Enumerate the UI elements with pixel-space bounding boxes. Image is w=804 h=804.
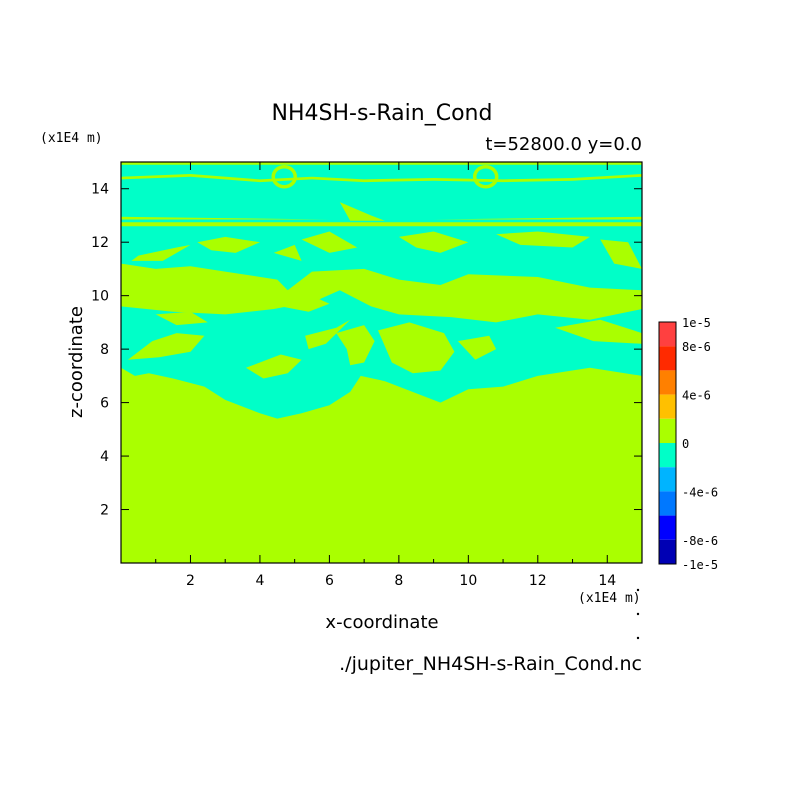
pos-hole-2: [246, 354, 302, 379]
heatmap-fills: [121, 162, 642, 563]
y-tick-label: 14: [91, 182, 109, 198]
decorative-marks: [636, 588, 640, 640]
plot-frame: [120, 161, 643, 564]
pos-patch-f: [600, 239, 642, 269]
x-tick-label: 4: [255, 573, 264, 589]
pos-hole-3: [305, 319, 351, 350]
x-axis-label: x-coordinate: [325, 612, 438, 633]
colorbar-level: [659, 491, 676, 516]
colorbar-tick-label: 4e-6: [682, 389, 711, 403]
x-tick-label: 2: [186, 573, 195, 589]
pos-patch-c: [301, 231, 358, 253]
colorbar-level: [659, 515, 676, 540]
colorbar-tick-label: 0: [682, 437, 689, 451]
y-tick-label: 4: [100, 449, 109, 465]
colorbar-labels: 1e-5 8e-6 4e-6 0 -4e-6 -8e-6 -1e-5: [682, 316, 718, 572]
colorbar-level: [659, 394, 676, 419]
y-tick-label: 12: [91, 235, 109, 251]
y-tick-label: 8: [100, 342, 109, 358]
pos-hole-7: [280, 290, 330, 312]
pos-hole-8: [555, 319, 642, 344]
pos-hole-9: [155, 311, 208, 326]
y-tick-label: 6: [100, 396, 109, 412]
chart-subtitle: t=52800.0 y=0.0: [485, 134, 642, 155]
colorbar-frame: [658, 321, 677, 565]
pos-patch-g: [273, 244, 302, 261]
y-axis-ticks: 2 4 6 8 10 12 14: [91, 182, 642, 519]
neg-region-top: [121, 164, 642, 223]
x-tick-label: 14: [598, 573, 616, 589]
colorbar-level: [659, 322, 676, 347]
colorbar-tick-label: -8e-6: [682, 534, 718, 548]
colorbar-tick-label: 8e-6: [682, 340, 711, 354]
pos-hole-6: [457, 335, 497, 360]
colorbar-level: [659, 418, 676, 443]
pos-patch-a: [131, 244, 191, 261]
x-tick-label: 10: [459, 573, 477, 589]
neg-region-lower: [121, 290, 642, 419]
colorbar: [658, 321, 677, 565]
footer-filename: ./jupiter_NH4SH-s-Rain_Cond.nc: [339, 653, 642, 675]
pos-hole-5: [378, 322, 455, 374]
colorbar-tick-label: -1e-5: [682, 558, 718, 572]
pos-streak-1: [121, 174, 642, 183]
x-unit-label: (x1E4 m): [578, 591, 641, 606]
pos-drip: [339, 202, 385, 221]
pos-streak-2: [121, 216, 642, 220]
chart-title: NH4SH-s-Rain_Cond: [272, 101, 493, 126]
heatmap-plot-area: [120, 161, 643, 564]
colorbar-level: [659, 346, 676, 371]
y-axis-label: z-coordinate: [66, 306, 87, 418]
x-axis-ticks: 2 4 6 8 10 12 14: [155, 162, 616, 589]
colorbar-level: [659, 539, 676, 564]
colorbar-tick-label: 1e-5: [682, 316, 711, 330]
y-tick-label: 10: [91, 289, 109, 305]
x-tick-label: 8: [394, 573, 403, 589]
ring-feature-2: [472, 164, 499, 189]
y-unit-label: (x1E4 m): [40, 131, 103, 146]
y-tick-label: 2: [100, 503, 109, 519]
pos-patch-b: [197, 236, 260, 253]
ring-feature-1: [271, 164, 297, 189]
pos-patch-e: [496, 231, 590, 248]
pos-hole-1: [127, 333, 205, 360]
colorbar-level: [659, 370, 676, 395]
x-tick-label: 12: [529, 573, 547, 589]
colorbar-level: [659, 467, 676, 492]
colorbar-tick-label: -4e-6: [682, 485, 718, 499]
x-tick-label: 6: [325, 573, 334, 589]
pos-hole-4: [336, 325, 375, 366]
pos-patch-d: [398, 231, 469, 253]
colorbar-level: [659, 443, 676, 468]
